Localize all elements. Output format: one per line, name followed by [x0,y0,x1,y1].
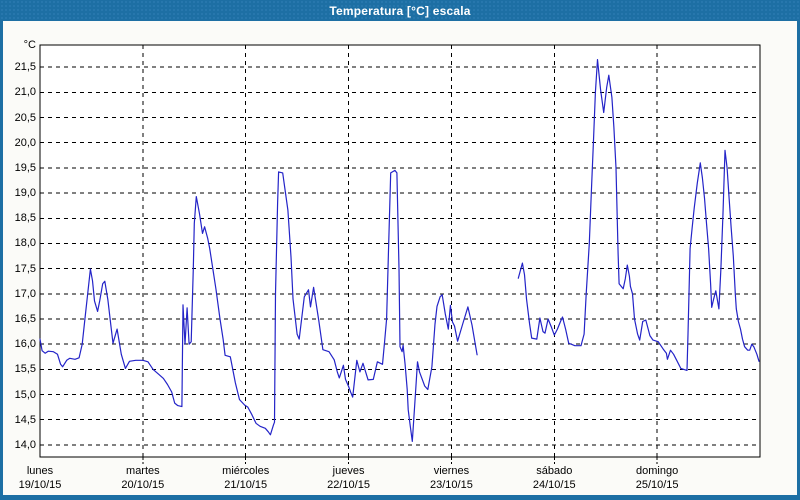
temperature-line [39,169,478,442]
temperature-line [517,58,760,371]
window-titlebar[interactable]: Temperatura [°C] escala [0,0,800,21]
plot-area [39,44,761,458]
window-title: Temperatura [°C] escala [329,3,471,18]
